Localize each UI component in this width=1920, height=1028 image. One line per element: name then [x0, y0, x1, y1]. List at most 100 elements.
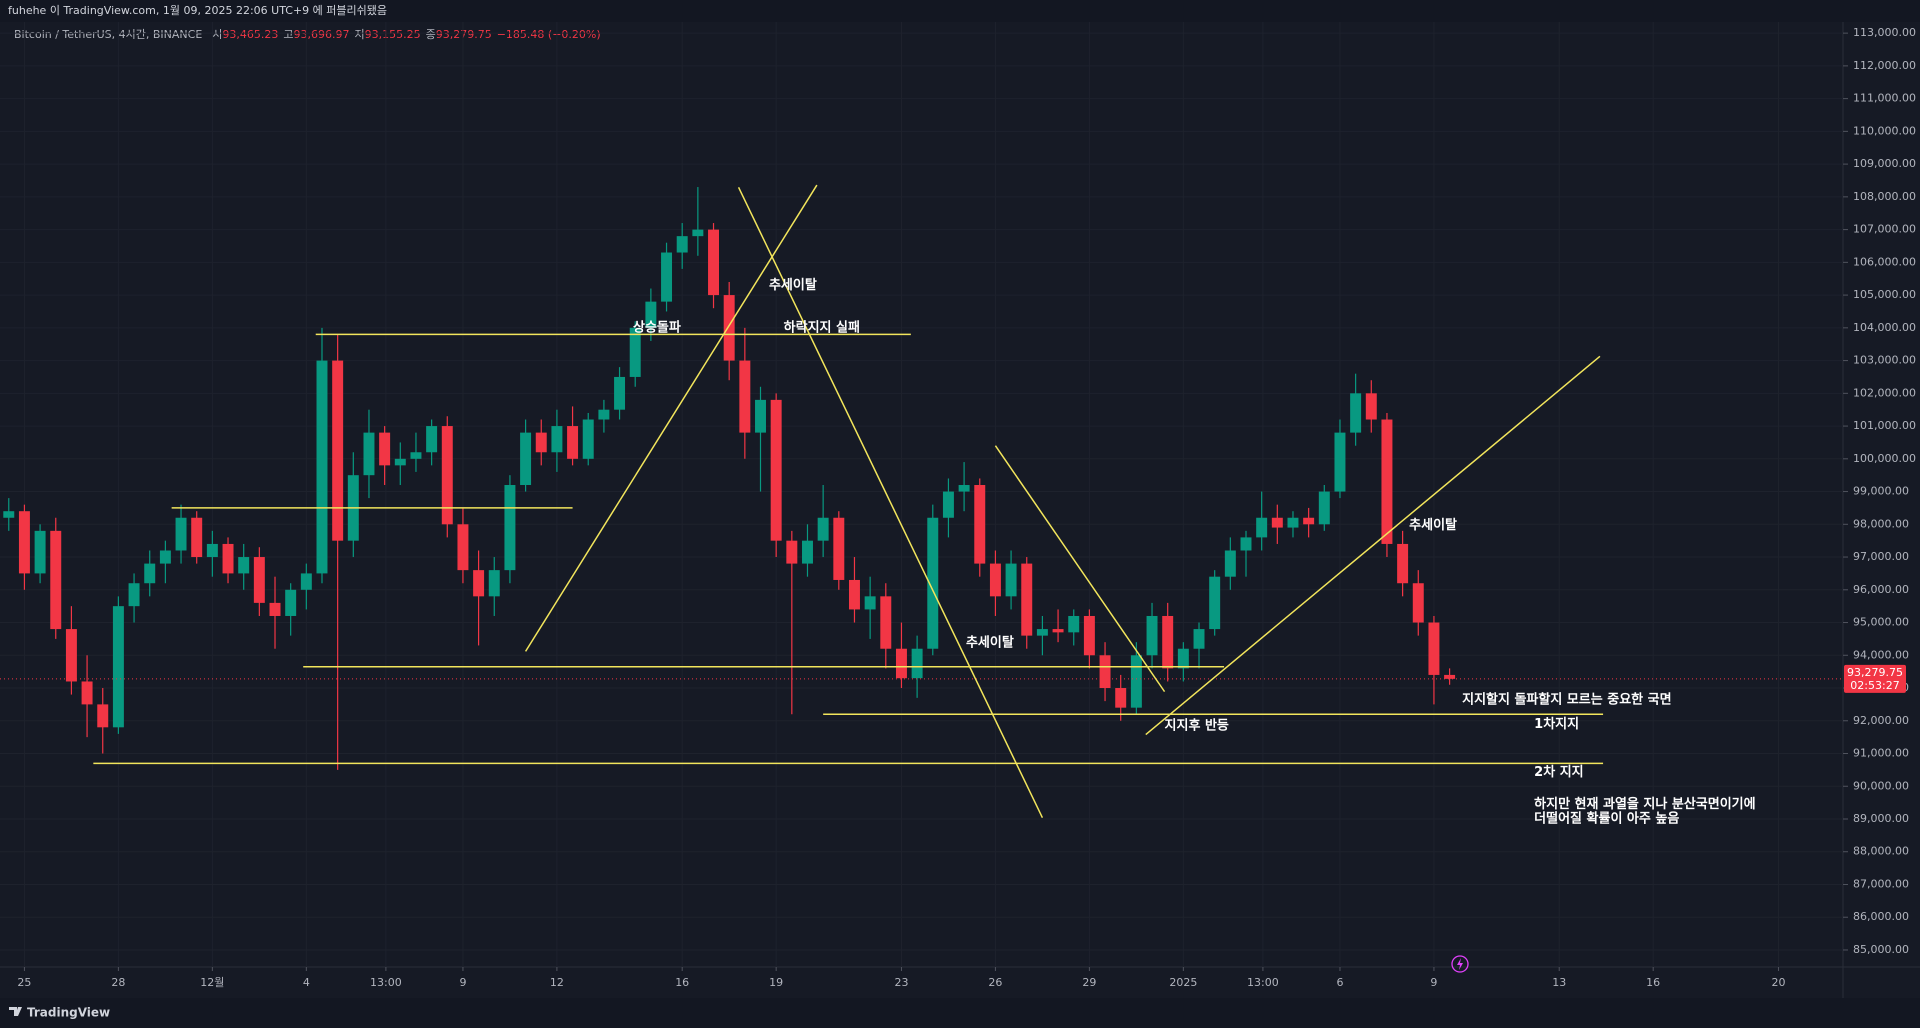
candle-body [723, 295, 735, 361]
trend-line [737, 187, 1044, 819]
y-tick-label: 103,000.00 [1853, 354, 1916, 367]
candle-body [755, 399, 766, 433]
candle-body [1350, 393, 1362, 433]
candle-body [316, 360, 328, 574]
x-tick-label: 4 [303, 976, 310, 989]
legend-key: 종 [426, 28, 436, 41]
candle-body [582, 419, 594, 459]
y-tick-label: 89,000.00 [1853, 812, 1909, 825]
grid [0, 22, 1843, 967]
y-tick-label: 113,000.00 [1853, 26, 1916, 39]
y-tick-label: 112,000.00 [1853, 59, 1916, 72]
x-tick-label: 9 [1430, 976, 1437, 989]
candle-body [676, 236, 688, 253]
lightning-icon[interactable] [1451, 955, 1469, 973]
trend-line [524, 184, 818, 652]
legend-symbol: Bitcoin / TetherUS, 4시간, BINANCE [14, 28, 202, 41]
candle-body [1318, 491, 1330, 525]
candle-body [692, 229, 704, 237]
candle-body [535, 432, 547, 453]
candle-body [488, 570, 500, 597]
candle-body [1021, 563, 1033, 636]
candle-body [551, 426, 563, 453]
y-tick-label: 99,000.00 [1853, 485, 1909, 498]
candle-body [1052, 629, 1064, 633]
candle-body [1099, 655, 1111, 689]
candles [3, 187, 1456, 770]
candle-body [911, 648, 923, 679]
candle-body [880, 596, 892, 649]
candle-body [708, 229, 720, 296]
y-tick-label: 109,000.00 [1853, 157, 1916, 170]
candle-body [598, 409, 610, 420]
candle-body [144, 563, 156, 584]
candle-body [1271, 517, 1283, 528]
candle-body [817, 517, 829, 541]
annotation: 1차지지 [1534, 716, 1579, 732]
candle-body [97, 704, 109, 728]
candle-body [34, 530, 46, 574]
candle-body [285, 589, 297, 616]
x-tick-label: 16 [1646, 976, 1660, 989]
legend-key: 저 [355, 28, 365, 41]
candle-body [1177, 648, 1189, 669]
candle-body [645, 301, 657, 328]
annotation: 하락지지 실패 [784, 320, 860, 336]
y-tick-label: 106,000.00 [1853, 255, 1916, 268]
candle-body [18, 511, 30, 574]
icon-bolt[interactable] [1457, 958, 1463, 970]
candle-body [895, 648, 907, 679]
x-tick-label: 29 [1082, 976, 1096, 989]
candle-body [942, 491, 954, 518]
candle-body [1083, 615, 1095, 656]
candle-body [629, 327, 641, 377]
candle-body [1334, 432, 1346, 492]
y-tick-label: 88,000.00 [1853, 845, 1909, 858]
annotation: 추세이탈 [966, 634, 1014, 650]
candle-body [1115, 688, 1127, 708]
x-tick-label: 20 [1771, 976, 1785, 989]
logo-icon [9, 1007, 22, 1016]
candle-body [1397, 543, 1409, 584]
annotation: 지지후 반등 [1165, 718, 1229, 734]
y-tick-label: 105,000.00 [1853, 288, 1916, 301]
candle-body [65, 629, 77, 682]
x-tick-label: 2025 [1169, 976, 1197, 989]
y-tick-label: 87,000.00 [1853, 877, 1909, 890]
legend-value: 93,279.75 [436, 28, 492, 41]
candle-body [1303, 517, 1315, 525]
legend-value: 93,696.97 [294, 28, 350, 41]
legend: Bitcoin / TetherUS, 4시간, BINANCE 시93,465.… [14, 28, 601, 41]
y-tick-label: 96,000.00 [1853, 583, 1909, 596]
y-tick-label: 95,000.00 [1853, 616, 1909, 629]
annotation: 지지할지 돌파할지 모르는 중요한 국면 [1462, 692, 1671, 708]
candle-body [112, 606, 124, 728]
trend-line [1145, 355, 1601, 736]
icon-circle[interactable] [1451, 955, 1469, 973]
candle-body [1428, 622, 1440, 675]
candle-body [457, 524, 469, 571]
y-tick-label: 90,000.00 [1853, 779, 1909, 792]
candle-body [1005, 563, 1017, 597]
y-tick-label: 85,000.00 [1853, 943, 1909, 956]
x-tick-label: 19 [769, 976, 783, 989]
candle-body [441, 426, 453, 525]
y-tick-label: 91,000.00 [1853, 747, 1909, 760]
annotation: 상승돌파 [633, 321, 681, 336]
y-tick-label: 101,000.00 [1853, 419, 1916, 432]
candle-body [802, 540, 813, 564]
candle-body [1162, 615, 1174, 669]
candle-body [253, 557, 265, 603]
x-tick-label: 6 [1336, 976, 1343, 989]
y-tick-label: 111,000.00 [1853, 92, 1916, 105]
candle-body [175, 517, 187, 551]
y-tick-label: 86,000.00 [1853, 910, 1909, 923]
candle-body [1381, 419, 1393, 544]
candle-body [1036, 629, 1048, 636]
candle-body [379, 432, 391, 466]
candle-body [1287, 517, 1299, 528]
candle-body [520, 432, 532, 486]
countdown-label: 02:53:27 [1850, 679, 1899, 692]
